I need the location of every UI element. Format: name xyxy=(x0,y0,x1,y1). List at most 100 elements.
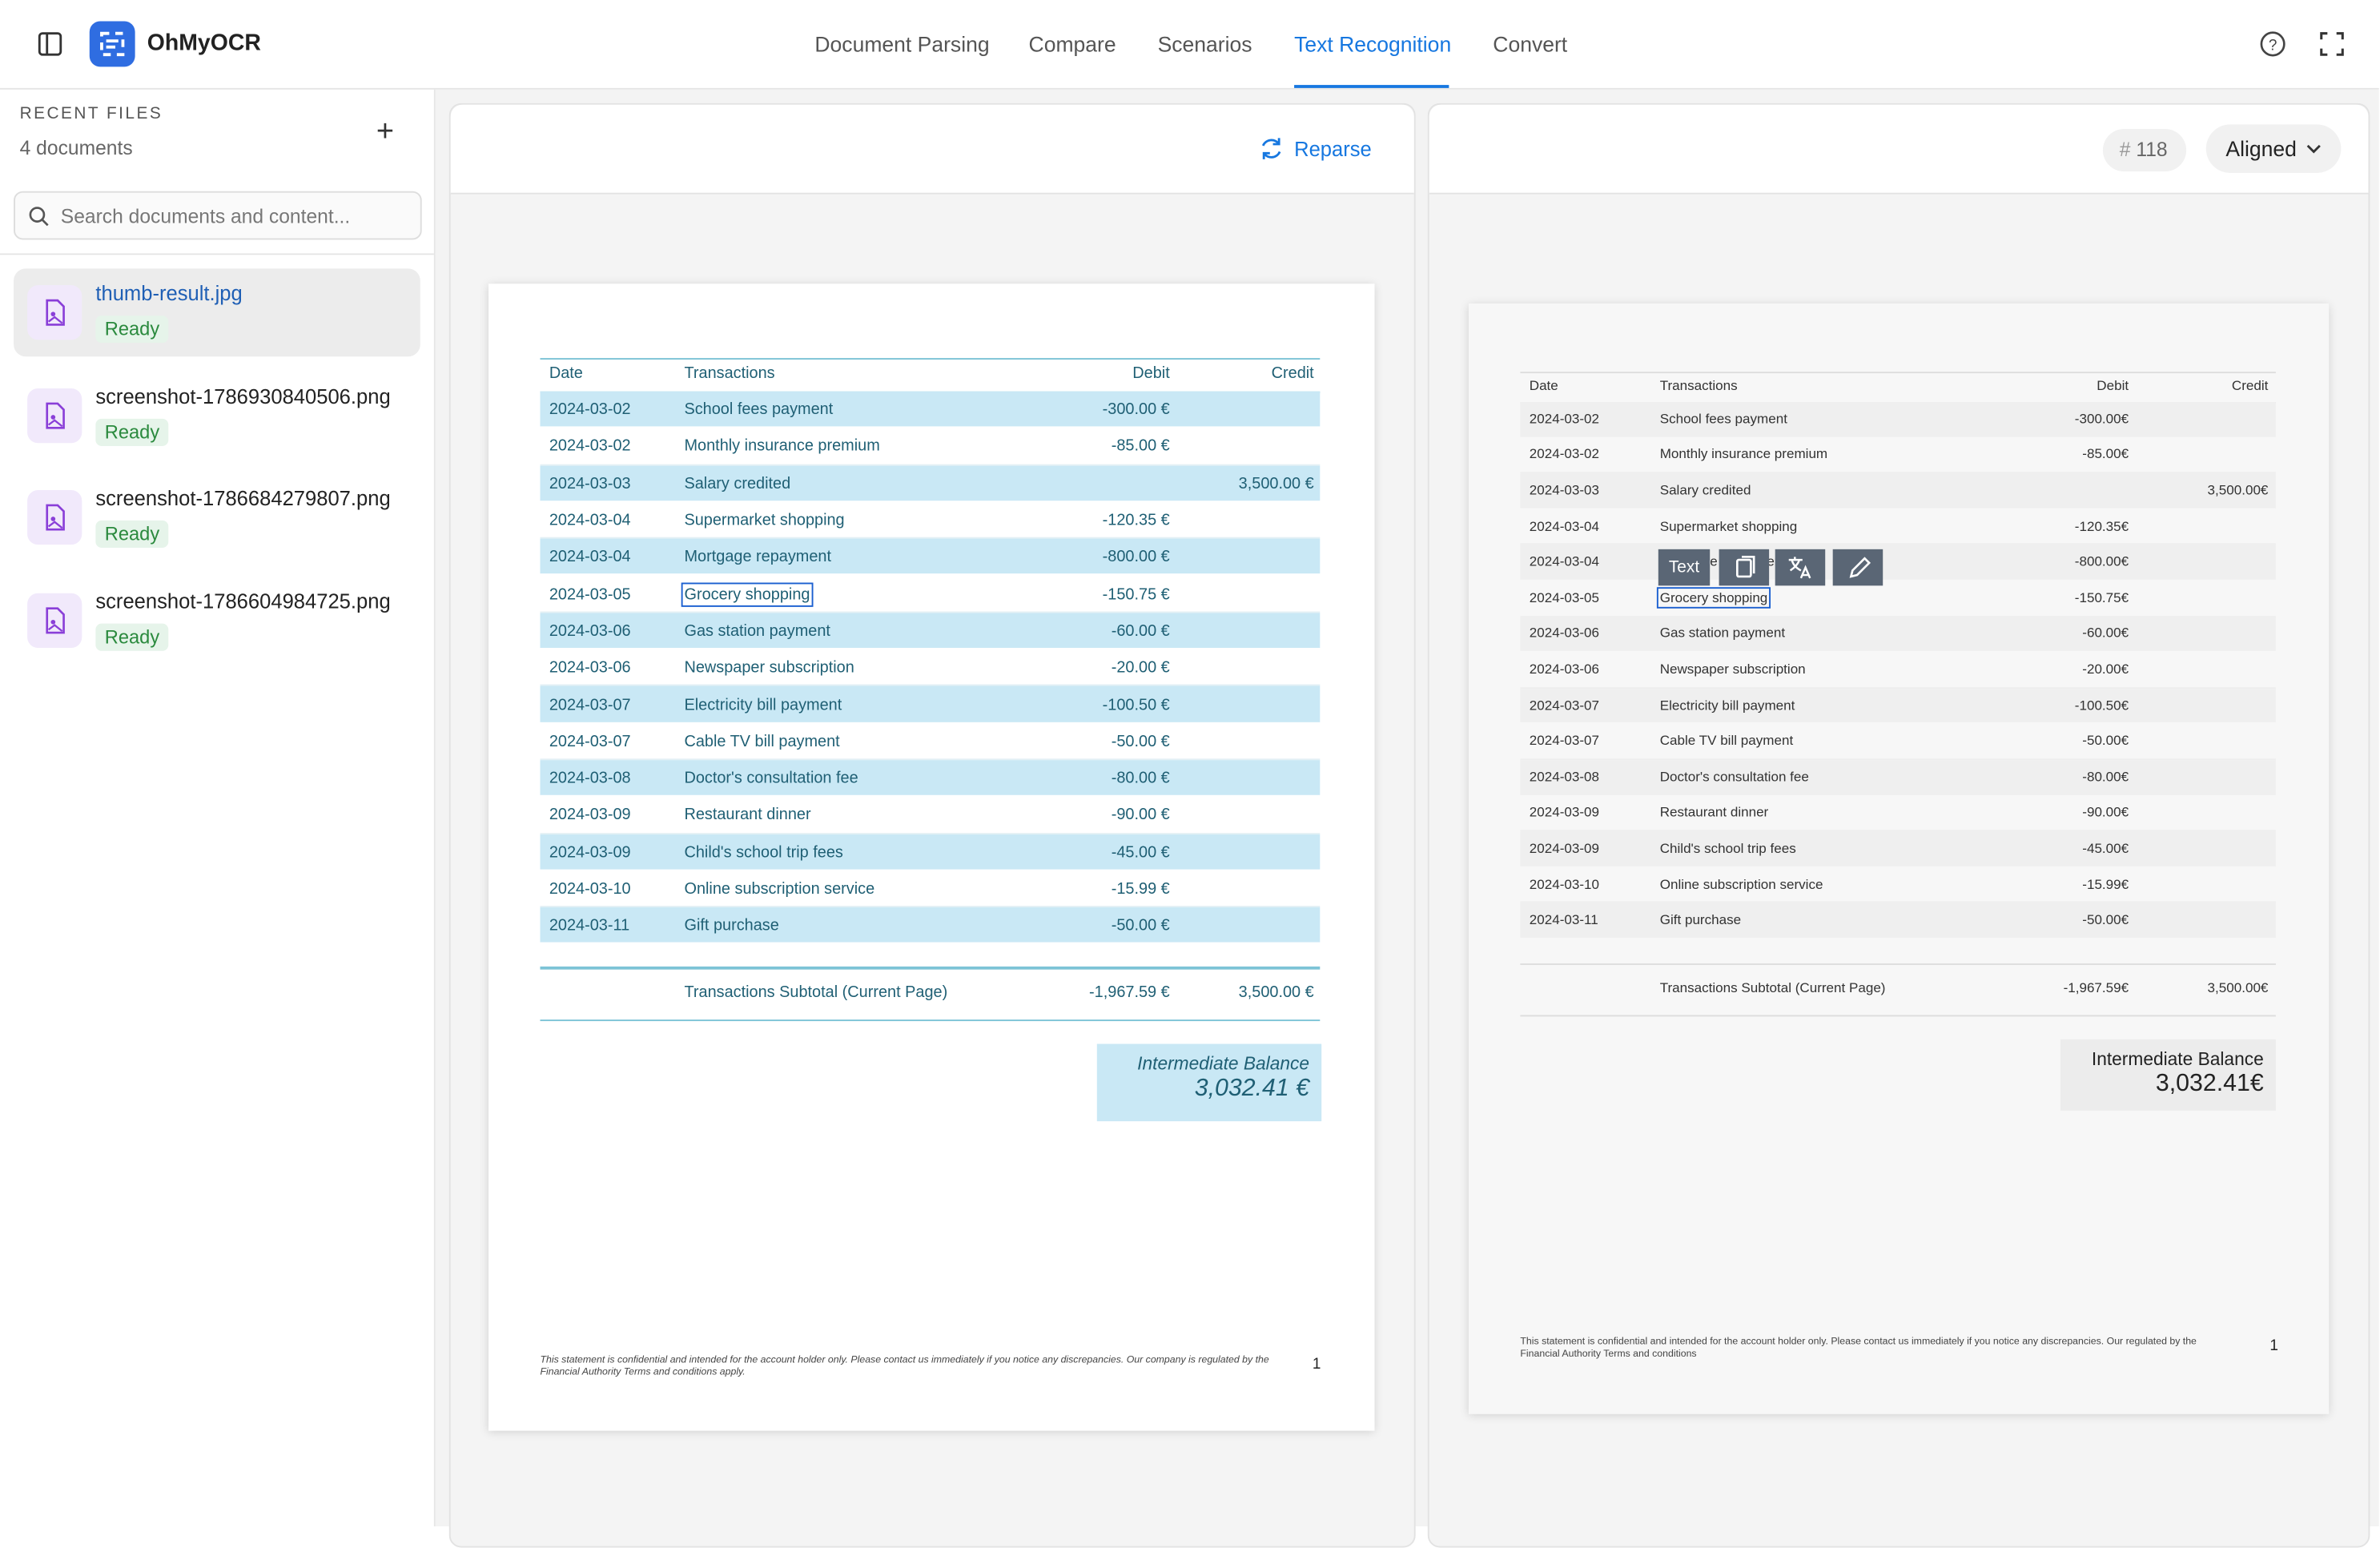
subtotal-line xyxy=(1520,963,2276,965)
file-status: Ready xyxy=(95,417,169,446)
cell: Child's school trip fees xyxy=(684,842,843,862)
subtotal-line xyxy=(540,966,1321,970)
cell: -300.00€ xyxy=(2074,411,2129,426)
row-line xyxy=(1520,830,2276,832)
cell: 2024-03-06 xyxy=(549,658,631,678)
cell: -20.00 € xyxy=(1111,658,1170,678)
file-name: thumb-result.jpg xyxy=(95,282,243,305)
cell: Gift purchase xyxy=(1659,912,1742,927)
add-button[interactable]: + xyxy=(376,115,395,149)
cell: -120.35 € xyxy=(1102,511,1170,530)
subtotal-bottom-line xyxy=(540,1019,1321,1022)
count-icon: # xyxy=(2119,138,2131,161)
file-icon xyxy=(27,592,82,648)
file-name: screenshot-1786684279807.png xyxy=(95,487,391,510)
file-status: Ready xyxy=(95,520,169,548)
count-badge: # 118 xyxy=(2102,129,2187,172)
cell: Supermarket shopping xyxy=(1659,518,1798,534)
edit-button[interactable] xyxy=(1832,549,1883,586)
cell: -800.00€ xyxy=(2074,553,2129,569)
selected-cell: Grocery shopping xyxy=(681,581,814,607)
cell: 2024-03-10 xyxy=(1529,876,1599,892)
cell: 2024-03-07 xyxy=(1529,733,1599,749)
toolbar-text[interactable]: Text xyxy=(1658,549,1711,586)
footer-note: This statement is confidential and inten… xyxy=(540,1354,1269,1378)
cell: Gas station payment xyxy=(1659,625,1786,641)
cell: -150.75€ xyxy=(2074,589,2129,605)
fullscreen-icon[interactable] xyxy=(2318,30,2346,58)
nav-tab[interactable]: Scenarios xyxy=(1157,31,1252,57)
file-status: Ready xyxy=(95,316,169,344)
cell: 2024-03-06 xyxy=(549,621,631,641)
column-header: Debit xyxy=(1132,364,1170,383)
cell: 2024-03-05 xyxy=(1529,589,1599,605)
column-header: Date xyxy=(549,364,583,383)
cell: -45.00 € xyxy=(1111,842,1170,862)
search-box[interactable]: Search documents and content... xyxy=(14,191,422,240)
cell: -80.00€ xyxy=(2082,769,2129,785)
cell: 2024-03-03 xyxy=(1529,482,1599,498)
row-band xyxy=(540,760,1321,796)
file-name: screenshot-1786930840506.png xyxy=(95,384,391,408)
cell: 2024-03-04 xyxy=(549,548,631,567)
cell: -45.00€ xyxy=(2082,840,2129,856)
cell: -100.50€ xyxy=(2074,697,2129,713)
cell: -800.00 € xyxy=(1102,548,1170,567)
cell: Cable TV bill payment xyxy=(684,732,840,751)
mode-dropdown[interactable]: Aligned xyxy=(2205,124,2342,173)
page-number: 1 xyxy=(2269,1338,2278,1355)
sidebar-toggle[interactable] xyxy=(38,32,62,56)
column-header: Debit xyxy=(2097,377,2129,393)
cell: Online subscription service xyxy=(1659,876,1823,892)
row-band xyxy=(1520,617,2276,652)
column-header: Transactions xyxy=(684,364,775,383)
help-icon[interactable]: ? xyxy=(2259,30,2286,58)
balance-box xyxy=(1096,1043,1322,1122)
cell: 2024-03-06 xyxy=(1529,625,1599,641)
balance-label: Intermediate Balance xyxy=(2091,1048,2264,1070)
table-top-line xyxy=(1520,372,2276,374)
nav-tab[interactable]: Compare xyxy=(1028,31,1116,57)
row-band xyxy=(540,538,1321,575)
row-band xyxy=(1520,545,2276,580)
cell: 2024-03-04 xyxy=(1529,518,1599,534)
copy-button[interactable] xyxy=(1719,549,1770,586)
subtotal-label: Transactions Subtotal (Current Page) xyxy=(684,983,948,1002)
cell: School fees payment xyxy=(1659,411,1787,426)
file-name: screenshot-1786604984725.png xyxy=(95,589,391,613)
cell: School fees payment xyxy=(684,400,834,420)
cell: Doctor's consultation fee xyxy=(1659,769,1809,785)
cell: 2024-03-11 xyxy=(1529,912,1598,927)
row-line xyxy=(540,832,1321,834)
nav-tab[interactable]: Convert xyxy=(1493,31,1568,57)
subtotal-label: Transactions Subtotal (Current Page) xyxy=(1659,979,1886,995)
row-band xyxy=(1520,473,2276,509)
cell: 2024-03-09 xyxy=(1529,804,1599,820)
table-top-line xyxy=(540,358,1321,360)
row-line xyxy=(1520,544,2276,545)
row-band xyxy=(1520,402,2276,436)
cell: -85.00€ xyxy=(2082,446,2129,462)
divider xyxy=(0,253,434,255)
cell: Newspaper subscription xyxy=(1659,661,1806,677)
cell: 2024-03-05 xyxy=(549,585,631,604)
cell: 3,500.00 € xyxy=(1238,474,1314,493)
nav-tab[interactable]: Text Recognition xyxy=(1294,31,1452,57)
cell: -90.00 € xyxy=(1111,806,1170,825)
cell: 2024-03-02 xyxy=(1529,411,1599,426)
row-band xyxy=(540,686,1321,722)
cell: 2024-03-04 xyxy=(549,511,631,530)
cell: 2024-03-09 xyxy=(549,842,631,862)
nav-tab[interactable]: Document Parsing xyxy=(814,31,990,57)
row-band xyxy=(540,464,1321,501)
cell: Cable TV bill payment xyxy=(1659,733,1794,749)
cell: -60.00 € xyxy=(1111,621,1170,641)
cell: Supermarket shopping xyxy=(684,511,845,530)
row-band xyxy=(540,391,1321,427)
page-number: 1 xyxy=(1312,1356,1321,1373)
cell: Restaurant dinner xyxy=(1659,804,1769,820)
reparse-button[interactable]: Reparse xyxy=(1294,138,1372,161)
translate-button[interactable] xyxy=(1775,549,1826,586)
balance-box xyxy=(2060,1039,2276,1111)
